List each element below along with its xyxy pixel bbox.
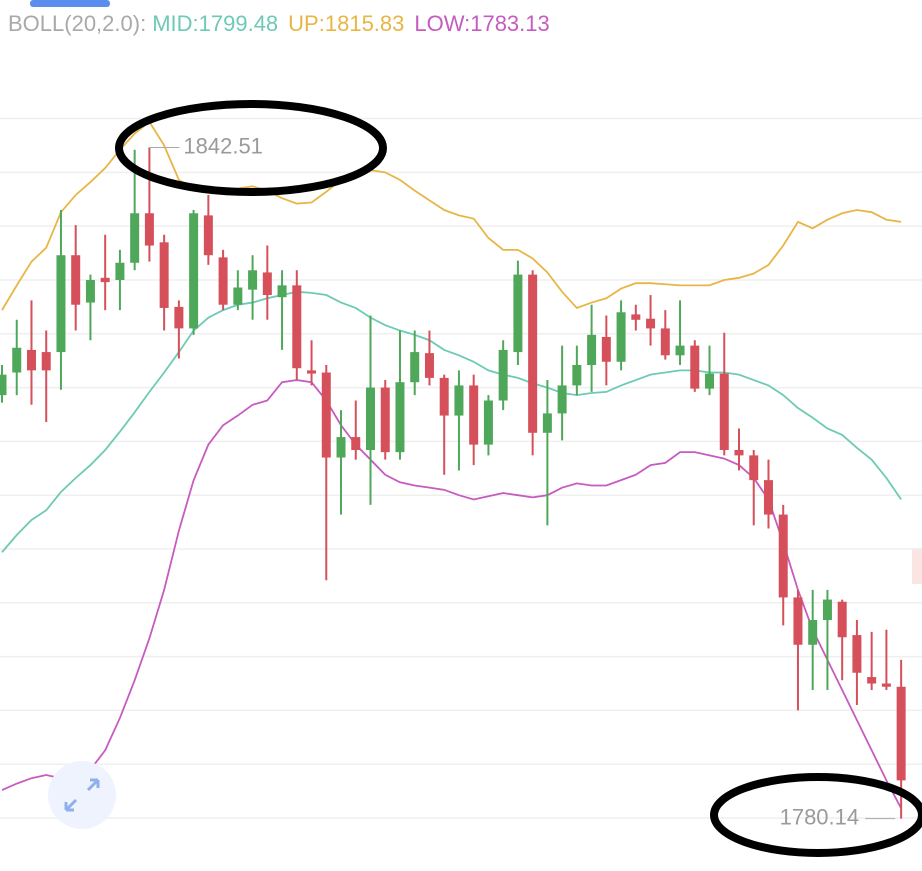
candle-body bbox=[896, 686, 906, 781]
legend-name: MID: bbox=[152, 11, 198, 36]
expand-icon bbox=[64, 778, 100, 812]
candle-body bbox=[0, 374, 7, 396]
candle-body bbox=[292, 285, 302, 369]
candle-body bbox=[587, 334, 597, 365]
candle-body bbox=[719, 373, 729, 450]
candle-body bbox=[778, 514, 788, 598]
candle-body bbox=[248, 270, 258, 290]
candle-body bbox=[56, 255, 66, 353]
candle-body bbox=[572, 364, 582, 386]
candle-body bbox=[469, 385, 479, 445]
candle-body bbox=[454, 385, 464, 416]
candle-body bbox=[321, 372, 331, 458]
candle-body bbox=[189, 213, 199, 329]
candle-body bbox=[424, 353, 434, 378]
indicator-label: BOLL(20,2.0): bbox=[8, 11, 146, 36]
candle-body bbox=[881, 683, 891, 687]
highlight-ellipse bbox=[710, 773, 922, 857]
candle-body bbox=[852, 635, 862, 673]
candle-body bbox=[130, 213, 140, 263]
boll-line bbox=[1, 379, 902, 809]
highlight-ellipse bbox=[115, 100, 387, 196]
candle-body bbox=[763, 480, 773, 515]
legend-value: 1783.13 bbox=[470, 11, 550, 36]
candle-body bbox=[498, 349, 508, 401]
candle-body bbox=[690, 345, 700, 389]
top-tab[interactable] bbox=[30, 0, 110, 7]
candle-body bbox=[159, 242, 169, 308]
legend-value: 1815.83 bbox=[325, 11, 405, 36]
legend: BOLL(20,2.0): MID:1799.48 UP:1815.83 LOW:17… bbox=[8, 11, 550, 36]
candle-body bbox=[734, 450, 744, 456]
candle-body bbox=[144, 213, 154, 246]
candle-body bbox=[115, 262, 125, 280]
candle-body bbox=[631, 314, 641, 320]
candle-body bbox=[660, 328, 670, 356]
candle-body bbox=[277, 285, 287, 298]
candle-body bbox=[336, 437, 346, 458]
candle-body bbox=[307, 370, 317, 374]
edge-marker bbox=[912, 548, 922, 584]
candle-body bbox=[218, 257, 228, 305]
candle-body bbox=[262, 272, 272, 296]
candle-body bbox=[410, 352, 420, 383]
candle-body bbox=[174, 306, 184, 329]
candle-body bbox=[395, 382, 405, 453]
legend-name: UP: bbox=[288, 11, 325, 36]
boll-line bbox=[1, 290, 902, 553]
candle-body bbox=[513, 274, 523, 353]
candle-body bbox=[557, 385, 567, 414]
candle-body bbox=[203, 215, 213, 256]
min-label: 1780.14 bbox=[780, 804, 860, 829]
candle-body bbox=[483, 400, 493, 445]
candle-body bbox=[542, 413, 552, 433]
candle-body bbox=[867, 677, 877, 684]
candle-body bbox=[380, 387, 390, 453]
candle-body bbox=[675, 345, 685, 356]
candle-body bbox=[439, 377, 449, 416]
candle-body bbox=[233, 287, 243, 305]
candle-body bbox=[808, 620, 818, 645]
candle-body bbox=[705, 373, 715, 389]
candle-body bbox=[366, 387, 375, 450]
candle-body bbox=[41, 352, 51, 371]
candle-body bbox=[26, 349, 36, 371]
candles bbox=[0, 147, 906, 819]
boll-line bbox=[1, 120, 902, 311]
legend-value: 1799.48 bbox=[199, 11, 279, 36]
candle-body bbox=[351, 437, 361, 450]
expand-button[interactable] bbox=[48, 761, 116, 829]
candle-body bbox=[822, 599, 832, 621]
max-label: 1842.51 bbox=[183, 133, 263, 158]
candle-body bbox=[749, 455, 759, 481]
candle-body bbox=[616, 312, 626, 362]
annotations: 1842.51 1780.14 bbox=[149, 133, 896, 829]
candle-body bbox=[100, 277, 110, 283]
legend-name: LOW: bbox=[414, 11, 470, 36]
candle-body bbox=[71, 255, 81, 305]
candle-body bbox=[793, 597, 803, 645]
candle-body bbox=[837, 601, 847, 638]
candle-body bbox=[646, 318, 656, 329]
candle-body bbox=[85, 279, 95, 303]
candle-body bbox=[601, 337, 611, 362]
candle-body bbox=[528, 274, 538, 433]
candle-body bbox=[12, 347, 22, 373]
